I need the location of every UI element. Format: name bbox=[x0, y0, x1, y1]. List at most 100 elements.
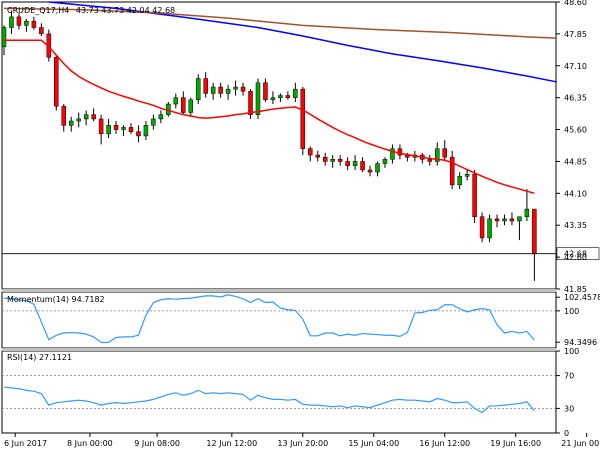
pane-separator bbox=[2, 348, 556, 351]
candle[interactable] bbox=[322, 152, 328, 166]
candle[interactable] bbox=[270, 91, 276, 105]
candle-body bbox=[83, 114, 89, 120]
candle-body bbox=[128, 127, 134, 132]
candle[interactable] bbox=[435, 142, 440, 166]
candle[interactable] bbox=[382, 157, 388, 168]
pane-frame-main bbox=[1, 1, 557, 290]
momentum-pane[interactable] bbox=[3, 294, 535, 344]
candle[interactable] bbox=[330, 155, 335, 168]
candle-body bbox=[240, 86, 246, 92]
rsi-pane[interactable] bbox=[3, 386, 535, 414]
candle-body bbox=[113, 125, 119, 130]
candle[interactable] bbox=[308, 146, 313, 162]
candle[interactable] bbox=[457, 172, 462, 190]
candle[interactable] bbox=[248, 89, 253, 119]
candle[interactable] bbox=[16, 12, 22, 30]
y-axis-tick-label: 43.35 bbox=[564, 221, 587, 230]
candle[interactable] bbox=[158, 110, 164, 124]
candle[interactable] bbox=[203, 72, 208, 98]
candle[interactable] bbox=[524, 189, 530, 221]
candle[interactable] bbox=[195, 74, 201, 105]
candle[interactable] bbox=[225, 84, 231, 100]
candle[interactable] bbox=[218, 82, 223, 98]
candle[interactable] bbox=[337, 155, 343, 166]
candle-body bbox=[151, 118, 156, 126]
candle[interactable] bbox=[210, 82, 216, 100]
rsi-axis-label: 70 bbox=[564, 372, 574, 381]
candle-body bbox=[464, 173, 470, 177]
candle[interactable] bbox=[397, 144, 403, 160]
candle[interactable] bbox=[449, 150, 455, 190]
candle[interactable] bbox=[367, 165, 373, 177]
candle[interactable] bbox=[68, 116, 74, 132]
candle[interactable] bbox=[113, 121, 119, 134]
candle[interactable] bbox=[181, 91, 186, 115]
candle[interactable] bbox=[9, 10, 14, 34]
candle[interactable] bbox=[375, 161, 380, 177]
price-pane[interactable]: 42.68 bbox=[1, 1, 600, 281]
candle[interactable] bbox=[24, 19, 29, 32]
candle[interactable] bbox=[278, 93, 283, 102]
candle[interactable] bbox=[472, 169, 477, 224]
candle-body bbox=[517, 216, 522, 222]
candle[interactable] bbox=[173, 93, 179, 109]
candle[interactable] bbox=[188, 97, 193, 117]
candle-body bbox=[210, 86, 216, 94]
candle[interactable] bbox=[509, 212, 515, 226]
candle[interactable] bbox=[390, 144, 395, 164]
pane-frame-rsi bbox=[1, 350, 557, 434]
candle[interactable] bbox=[143, 121, 149, 141]
candle[interactable] bbox=[360, 157, 365, 173]
candle[interactable] bbox=[106, 118, 111, 139]
candle[interactable] bbox=[487, 214, 492, 243]
candle[interactable] bbox=[233, 80, 238, 96]
candle[interactable] bbox=[263, 78, 268, 102]
candle-body bbox=[255, 82, 261, 115]
y-axis-tick-label: 46.35 bbox=[564, 94, 587, 103]
candle-body bbox=[233, 86, 238, 90]
candle[interactable] bbox=[420, 152, 425, 164]
candle[interactable] bbox=[83, 110, 89, 126]
candle[interactable] bbox=[54, 55, 59, 111]
candle[interactable] bbox=[293, 82, 298, 102]
candle[interactable] bbox=[121, 125, 126, 136]
candle[interactable] bbox=[479, 212, 485, 243]
candle[interactable] bbox=[427, 155, 433, 166]
candle[interactable] bbox=[502, 214, 507, 226]
candle-body bbox=[427, 159, 433, 162]
rsi-axis-label: 0 bbox=[564, 429, 569, 438]
y-axis-tick-label: 47.10 bbox=[564, 62, 587, 71]
x-axis-tick-label: 16 Jun 12:00 bbox=[419, 439, 470, 448]
candle-body bbox=[106, 125, 111, 135]
candle[interactable] bbox=[442, 140, 447, 162]
momentum-line bbox=[3, 294, 535, 344]
candle[interactable] bbox=[151, 114, 156, 130]
candle[interactable] bbox=[31, 16, 37, 30]
momentum-title: Momentum(14) 94.7182 bbox=[7, 295, 105, 304]
candle[interactable] bbox=[464, 169, 470, 181]
candle[interactable] bbox=[98, 114, 104, 145]
candle[interactable] bbox=[39, 23, 44, 37]
candle-body bbox=[330, 159, 335, 162]
candle[interactable] bbox=[494, 214, 500, 228]
candle-body bbox=[352, 161, 358, 166]
y-axis-tick-label: 47.85 bbox=[564, 30, 587, 39]
candle[interactable] bbox=[352, 155, 358, 170]
grid-lines bbox=[2, 310, 556, 409]
candle[interactable] bbox=[315, 150, 320, 162]
candle[interactable] bbox=[136, 125, 141, 143]
candle-body bbox=[509, 218, 515, 222]
candle[interactable] bbox=[285, 91, 291, 100]
candle[interactable] bbox=[345, 157, 350, 170]
candle[interactable] bbox=[91, 108, 96, 122]
candle[interactable] bbox=[61, 104, 67, 132]
candle[interactable] bbox=[300, 87, 306, 156]
candle[interactable] bbox=[532, 208, 537, 281]
candle[interactable] bbox=[128, 123, 134, 134]
candle[interactable] bbox=[240, 82, 246, 96]
candle[interactable] bbox=[517, 216, 522, 241]
candle[interactable] bbox=[255, 78, 261, 119]
candle[interactable] bbox=[76, 112, 81, 128]
